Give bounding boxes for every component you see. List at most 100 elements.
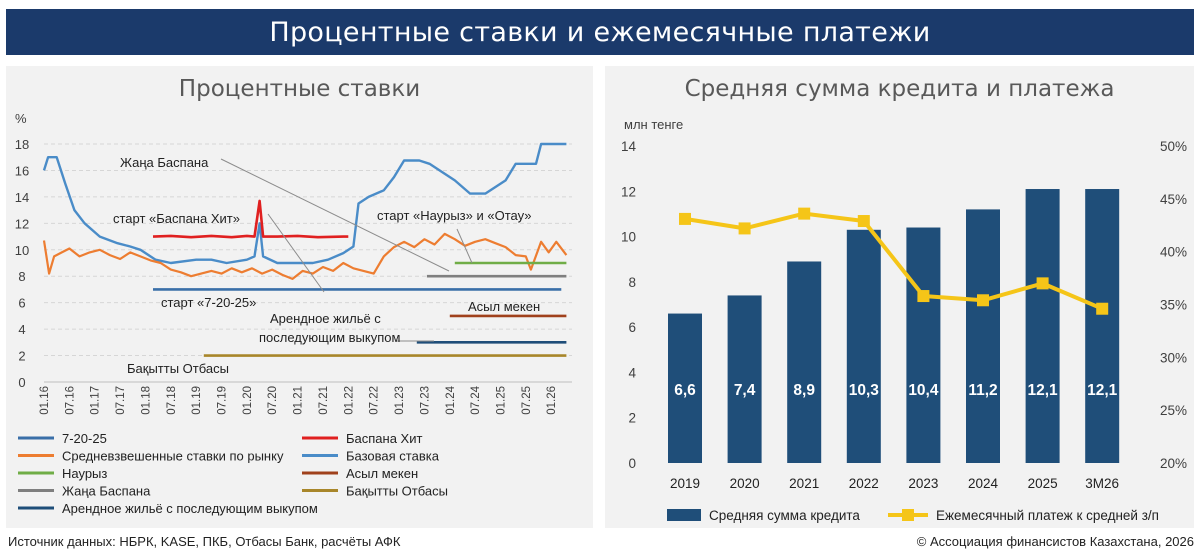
- y-tick-label: 8: [18, 269, 25, 284]
- bar-value-label: 11,2: [968, 382, 997, 399]
- line-marker: [1096, 302, 1109, 315]
- y-tick-label: 10: [15, 243, 29, 258]
- annotation: Бақытты Отбасы: [127, 361, 229, 376]
- leader-line: [456, 228, 473, 264]
- x-tick-label: 2021: [789, 476, 819, 491]
- line-marker: [857, 215, 870, 228]
- y2-tick-label: 20%: [1160, 456, 1187, 471]
- y-tick-label: 6: [628, 320, 636, 335]
- y-tick-label: 12: [621, 184, 636, 199]
- y2-tick-label: 35%: [1160, 298, 1187, 313]
- x-tick-label: 01.19: [191, 386, 203, 415]
- legend-item: Базовая ставка: [346, 449, 440, 464]
- bar: [966, 209, 1000, 463]
- y-tick-label: 0: [628, 456, 636, 471]
- y-tick-label: 6: [18, 296, 25, 311]
- bar: [668, 313, 702, 463]
- x-tick-label: 07.18: [166, 386, 178, 415]
- leader-line: [220, 158, 450, 272]
- y2-tick-label: 40%: [1160, 245, 1187, 260]
- payment-line: [684, 211, 1103, 311]
- annotation: последующим выкупом: [259, 330, 400, 345]
- x-tick-label: 01.20: [242, 386, 254, 415]
- x-tick-label: 3М26: [1085, 476, 1119, 491]
- interest-rates-chart: % 0 2 4 6 8 10 12 14 16 18 01.16 07.16 01.17 07.17 01.1…: [15, 111, 572, 516]
- bar: [906, 227, 941, 463]
- copyright-note: © Ассоциация финансистов Казахстана, 202…: [916, 534, 1194, 549]
- legend-item: Средняя сумма кредита: [709, 508, 860, 523]
- bar-value-label: 7,4: [734, 382, 756, 399]
- y-tick-label: 14: [15, 190, 29, 205]
- annotation: Арендное жильё с: [270, 311, 381, 326]
- x-tick-label: 01.18: [140, 386, 152, 415]
- y-tick-label: 4: [628, 365, 636, 380]
- line-marker: [977, 294, 989, 307]
- y-axis-label: млн тенге: [624, 117, 683, 132]
- y2-tick-label: 30%: [1160, 350, 1187, 365]
- x-tick-label: 01.21: [293, 386, 305, 415]
- x-tick-label: 07.21: [318, 386, 330, 415]
- bar-value-label: 12,1: [1087, 382, 1118, 399]
- legend-item: Асыл мекен: [346, 466, 418, 481]
- bar-value-label: 10,3: [849, 382, 880, 399]
- legend-swatch: [667, 509, 701, 521]
- y2-tick-label: 50%: [1160, 139, 1187, 154]
- bar: [846, 229, 881, 463]
- y-tick-label: 16: [15, 163, 29, 178]
- legend-marker: [902, 509, 914, 521]
- legend-item: Наурыз: [62, 466, 107, 481]
- y-tick-label: 8: [628, 275, 636, 290]
- bar-value-label: 6,6: [674, 382, 696, 399]
- y-tick-label: 14: [621, 139, 637, 154]
- x-tick-label: 2023: [908, 476, 938, 491]
- chart-title: Процентные ставки: [178, 76, 421, 102]
- series-line: [42, 232, 568, 280]
- annotation: старт «Наурыз» и «Отау»: [377, 208, 531, 223]
- x-tick-label: 2025: [1028, 476, 1058, 491]
- legend-item: Арендное жильё с последующим выкупом: [62, 501, 318, 516]
- leader-line: [267, 213, 325, 293]
- line-marker: [738, 222, 751, 235]
- x-tick-label: 01.22: [343, 386, 355, 415]
- y2-tick-label: 45%: [1160, 192, 1187, 207]
- x-tick-label: 01.17: [90, 386, 102, 415]
- x-tick-label: 07.20: [267, 386, 279, 415]
- x-tick-label: 07.24: [470, 385, 482, 414]
- annotation: старт «Баспана Хит»: [113, 211, 240, 226]
- x-tick-label: 07.23: [419, 386, 431, 415]
- legend-item: Средневзвешенные ставки по рынку: [62, 449, 284, 464]
- source-note: Источник данных: НБРК, KASE, ПКБ, Отбасы…: [8, 534, 401, 549]
- series-line: [152, 199, 349, 239]
- page-title-banner: Процентные ставки и ежемесячные платежи: [6, 9, 1194, 55]
- series-line: [42, 142, 567, 265]
- line-marker: [917, 290, 930, 303]
- annotation: старт «7-20-25»: [161, 295, 256, 310]
- x-tick-label: 07.16: [64, 386, 76, 415]
- x-tick-label: 2024: [968, 476, 999, 491]
- legend-item: Жаңа Баспана: [62, 484, 151, 499]
- x-tick-label: 01.26: [546, 386, 558, 415]
- y2-tick-label: 25%: [1160, 403, 1187, 418]
- bar: [727, 295, 762, 463]
- annotation: Жаңа Баспана: [120, 155, 209, 170]
- y-tick-label: 2: [18, 349, 25, 364]
- bar: [787, 261, 822, 463]
- line-marker: [798, 207, 811, 220]
- x-tick-label: 2020: [730, 476, 760, 491]
- interest-rates-panel: Процентные ставки % 0 2 4 6 8 10 12 14 16 18 01.16 0…: [6, 66, 593, 528]
- x-tick-label: 01.16: [39, 386, 51, 415]
- y-tick-label: 18: [15, 137, 29, 152]
- x-tick-label: 01.24: [445, 385, 457, 414]
- x-tick-label: 01.25: [495, 386, 507, 415]
- loan-payment-panel: Средняя сумма кредита и платежа млн тенг…: [605, 66, 1194, 528]
- x-tick-label: 07.19: [217, 386, 229, 415]
- page-title: Процентные ставки и ежемесячные платежи: [269, 16, 931, 48]
- legend-item: 7-20-25: [62, 431, 107, 446]
- bar-value-label: 10,4: [908, 382, 939, 399]
- x-tick-label: 07.25: [521, 386, 533, 415]
- y-tick-label: 10: [621, 230, 636, 245]
- x-tick-label: 01.23: [394, 386, 406, 415]
- x-tick-label: 07.22: [369, 386, 381, 415]
- y-tick-label: 4: [18, 322, 25, 337]
- y-tick-label: 2: [628, 411, 636, 426]
